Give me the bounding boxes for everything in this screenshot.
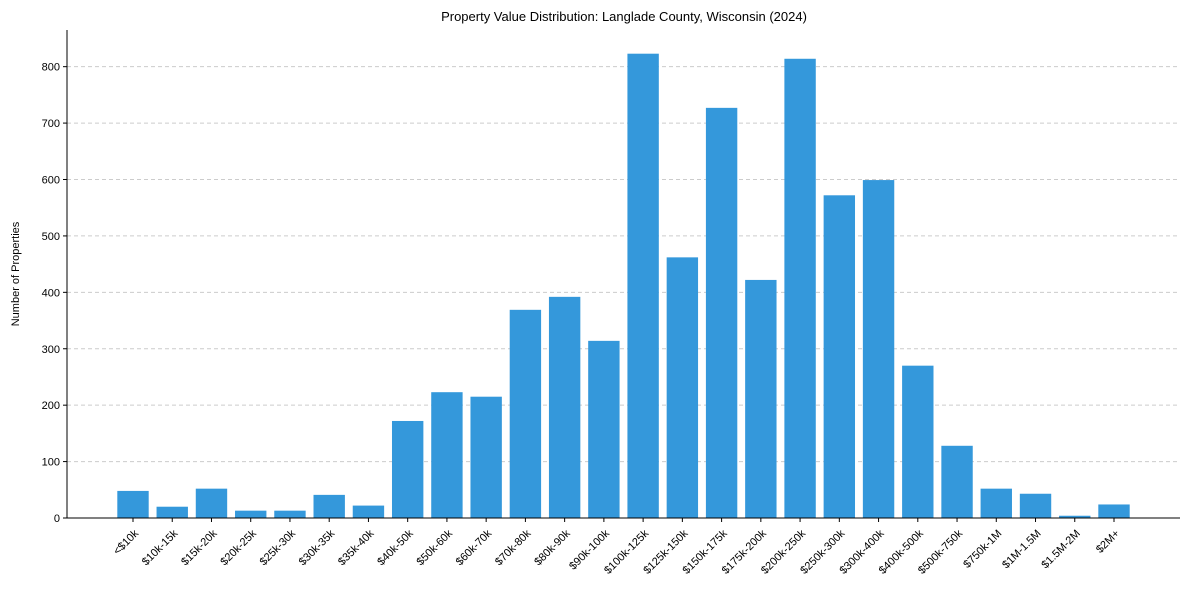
x-tick-label: $60k-70k [454,527,495,568]
chart-title: Property Value Distribution: Langlade Co… [441,9,807,24]
x-tick-label: $50k-60k [415,527,456,568]
x-tick-label: $2M+ [1094,528,1122,556]
y-tick-label: 800 [42,62,60,74]
x-tick-labels: <$10k$10k-15k$15k-20k$20k-25k$25k-30k$30… [111,527,1122,576]
x-tick-label: $25k-30k [258,527,299,568]
bar [1019,493,1052,518]
x-tick-label: $40k-50k [375,527,416,568]
x-tick-label: $80k-90k [532,527,573,568]
x-tick-label: $20k-25k [218,527,259,568]
bar [509,309,542,518]
bar [391,420,424,518]
bar [823,195,856,518]
bar [470,396,502,518]
y-tick-label: 600 [42,175,60,187]
bar [627,53,659,519]
y-tick-label: 300 [42,344,60,356]
bar [745,279,777,518]
bar [117,490,149,518]
y-tick-label: 700 [42,118,60,130]
x-tick-label: $70k-80k [493,527,534,568]
x-tick-label: $10k-15k [140,527,181,568]
bar [431,392,463,518]
x-tick-label: $1M-1.5M [1000,528,1044,572]
bar [588,340,620,518]
bar [274,510,306,518]
x-tick-label: $750k-1M [961,528,1004,571]
x-tick-label: $35k-40k [336,527,377,568]
gridlines [67,66,1180,463]
bar [195,488,228,518]
bars [117,53,1130,519]
bar [980,488,1012,518]
y-tick-label: 400 [42,287,60,299]
x-tick-label: $30k-35k [297,527,338,568]
x-tick-label: <$10k [111,527,141,557]
y-tick-label: 0 [54,513,60,525]
bar [1098,504,1130,518]
y-axis-label: Number of Properties [10,221,22,326]
bar [548,296,581,518]
y-tick-label: 500 [42,231,60,243]
x-tick-label: $15k-20k [179,527,220,568]
bar [156,506,188,518]
y-tick-labels: 0 100 200 300 400 500 600 700 800 [42,62,60,525]
bar [666,257,699,518]
y-tick-label: 200 [42,400,60,412]
bar [784,58,816,519]
bar [352,505,385,518]
bar [862,180,895,518]
bar [235,510,267,518]
bar [902,365,934,518]
bar [941,445,973,518]
x-tick-label: $1.5M-2M [1039,528,1083,572]
bar [1059,515,1091,518]
bar [313,494,345,518]
axes [63,30,1180,522]
y-tick-label: 100 [42,457,60,469]
bar [705,107,738,518]
